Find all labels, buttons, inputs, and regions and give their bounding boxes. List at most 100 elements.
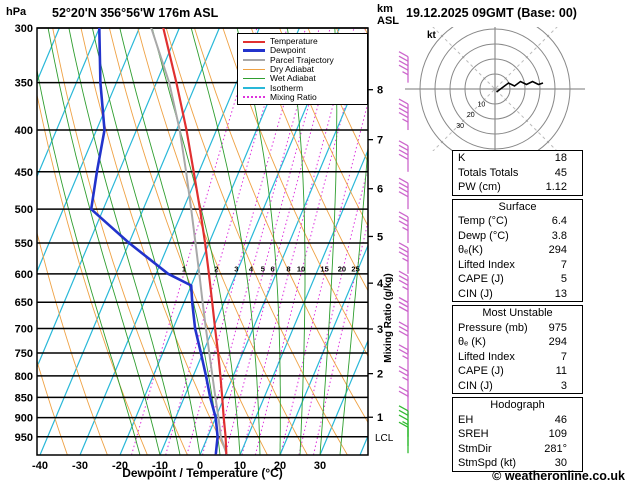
stat-label: StmDir: [458, 442, 492, 455]
pressure-tick-label: 450: [15, 167, 33, 179]
pressure-tick-label: 700: [15, 324, 33, 336]
stat-label: CAPE (J): [458, 273, 504, 285]
legend-line-sample: [243, 87, 265, 90]
hodograph-ring: [449, 43, 541, 135]
stat-value: 7: [560, 350, 567, 363]
legend-item: Temperature: [243, 37, 365, 46]
stats-row: Temp (°C) 6.4: [453, 214, 582, 229]
stat-label: SREH: [458, 428, 489, 440]
hodograph-ring-label: 20: [467, 112, 475, 119]
stat-label: θₑ(K): [458, 244, 483, 256]
temp-tick-label: 20: [274, 460, 286, 472]
wind-barb: [398, 177, 409, 210]
stat-value: 3.8: [551, 229, 567, 242]
stats-box: Hodograph EH 46 SREH 109 StmDir 281° StmSpd (kt…: [452, 397, 583, 472]
copyright: © weatheronline.co.uk: [492, 469, 625, 483]
wind-barb: [398, 242, 409, 274]
legend-item-label: Isotherm: [270, 82, 304, 93]
stats-row: Totals Totals 45: [453, 166, 582, 181]
stats-box: Surface Temp (°C) 6.4 Dewp (°C) 3.8 θₑ(K) 294 L…: [452, 198, 583, 302]
stat-label: StmSpd (kt): [458, 457, 517, 469]
stat-label: PW (cm): [458, 181, 501, 193]
km-tick-label: 6: [377, 184, 383, 196]
hodograph-ring-label: 10: [477, 102, 485, 109]
mixing-ratio-value-label: 15: [320, 264, 328, 273]
mixing-ratio-value-label: 3: [234, 264, 238, 273]
stats-row: StmDir 281°: [453, 442, 582, 457]
pressure-axis-unit: hPa: [6, 6, 27, 18]
wind-barb: [398, 140, 409, 172]
pressure-tick-label: 600: [15, 269, 33, 281]
altitude-axis-unit-asl: ASL: [377, 15, 399, 27]
stat-value: 7: [560, 258, 567, 271]
stats-row: PW (cm) 1.12: [453, 180, 582, 195]
temp-tick-label: -30: [72, 460, 88, 472]
station-title: 52°20'N 356°56'W 176m ASL: [52, 6, 219, 20]
wind-barb: [398, 296, 409, 329]
wind-barb: [398, 365, 409, 398]
stats-box: K 18 Totals Totals 45 PW (cm) 1.12: [452, 150, 583, 196]
stats-section-title: Most Unstable: [482, 307, 553, 319]
x-axis-title: Dewpoint / Temperature (°C): [122, 466, 283, 480]
legend-line-sample: [243, 69, 265, 71]
pressure-tick-label: 950: [15, 432, 33, 444]
temp-tick-label: -20: [112, 460, 128, 472]
legend-line-sample: [243, 40, 265, 43]
stat-label: Pressure (mb): [458, 321, 528, 334]
stat-label: Dewp (°C): [458, 229, 509, 242]
chart-legend: Temperature Dewpoint Parcel Trajectory Dry …: [237, 33, 368, 106]
stat-value: 46: [554, 413, 567, 426]
km-tick-label: 3: [377, 324, 383, 336]
profile-temperature: [162, 28, 228, 455]
wind-barb: [398, 421, 409, 454]
sounding-profiles: [89, 28, 228, 455]
stat-value: 281°: [544, 442, 567, 455]
stat-label: Totals Totals: [458, 166, 519, 179]
legend-line-sample: [243, 96, 265, 99]
stat-value: 294: [548, 336, 567, 348]
wind-barb: [398, 405, 409, 437]
stat-value: 109: [548, 428, 567, 440]
legend-item-label: Dewpoint: [270, 45, 306, 56]
stats-section-title: Surface: [498, 200, 537, 213]
stat-value: 1.12: [545, 181, 567, 193]
legend-item: Dewpoint: [243, 46, 365, 55]
temp-tick-label: 10: [234, 460, 246, 472]
lcl-label: LCL: [375, 433, 394, 444]
mixing-ratio-value-label: 25: [351, 264, 359, 273]
stats-row: SREH 109: [453, 427, 582, 442]
stat-label: K: [458, 152, 466, 164]
km-tick-label: 5: [377, 231, 383, 243]
pressure-tick-label: 800: [15, 371, 33, 383]
legend-line-sample: [243, 49, 265, 53]
km-tick-label: 7: [377, 135, 383, 147]
stat-value: 13: [554, 287, 567, 300]
altitude-axis-unit-km: km: [377, 3, 393, 15]
stat-value: 975: [548, 321, 567, 334]
legend-item-label: Mixing Ratio: [270, 91, 317, 102]
mixing-ratio-value-label: 1: [182, 264, 186, 273]
stat-value: 45: [554, 166, 567, 179]
profile-dewpoint: [89, 28, 219, 455]
pressure-tick-label: 300: [15, 23, 33, 35]
stat-label: Lifted Index: [458, 258, 515, 271]
legend-item: Mixing Ratio: [243, 91, 365, 102]
wind-barb: [398, 51, 409, 83]
km-tick-label: 4: [377, 278, 384, 290]
wind-barb: [398, 211, 409, 243]
legend-item: Isotherm: [243, 83, 365, 92]
wind-barb: [398, 414, 409, 447]
pressure-tick-label: 500: [15, 204, 33, 216]
stats-row: Lifted Index 7: [453, 350, 582, 365]
temp-tick-label: -40: [32, 460, 48, 472]
legend-item-label: Temperature: [270, 36, 318, 47]
stats-row: Dewp (°C) 3.8: [453, 229, 582, 244]
stat-label: Temp (°C): [458, 215, 508, 227]
wind-barb: [398, 321, 409, 353]
altitude-axis-unit: km ASL: [377, 3, 399, 27]
temp-tick-label: 0: [197, 460, 203, 472]
stat-value: 294: [548, 244, 567, 256]
stats-row: CAPE (J) 5: [453, 272, 582, 287]
